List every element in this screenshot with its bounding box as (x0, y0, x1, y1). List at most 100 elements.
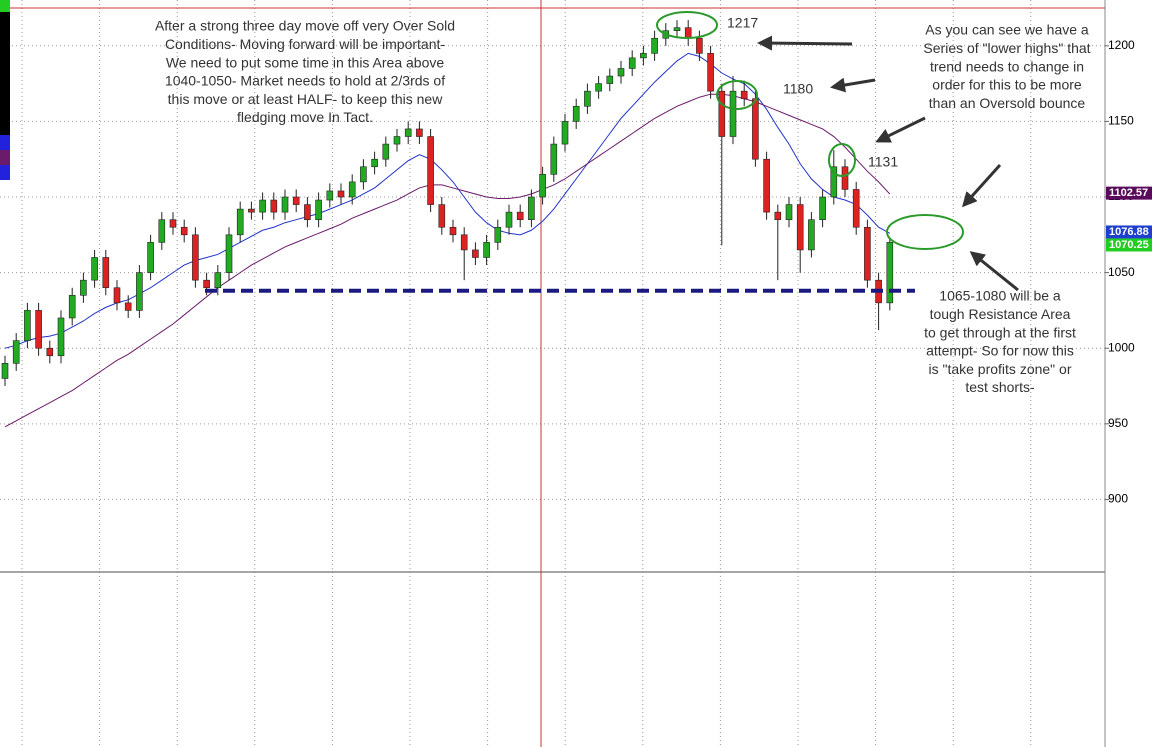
candle-body (864, 226, 871, 281)
candle-body (640, 53, 647, 59)
peak-label: 1180 (783, 81, 813, 97)
candle-body (180, 226, 188, 236)
candle-body (124, 302, 132, 311)
candle-body (617, 68, 625, 77)
arrow (961, 163, 1002, 208)
candle-body (796, 204, 804, 251)
candle-body (35, 310, 42, 349)
candle-body (729, 90, 737, 137)
candle-body (292, 196, 300, 205)
y-tick-label: 950 (1108, 416, 1128, 430)
strip-block (0, 165, 10, 180)
candle-body (24, 310, 31, 341)
price-label: 1102.57 (1109, 187, 1148, 199)
y-tick-label: 900 (1108, 492, 1128, 506)
price-label-box (1106, 225, 1152, 239)
annotation-line: Conditions- Moving forward will be impor… (165, 36, 445, 52)
candle-body (46, 347, 54, 357)
candle-body (192, 234, 199, 281)
candle-body (550, 143, 558, 175)
annotation-line: than an Oversold bounce (929, 95, 1086, 111)
candle-body (1, 363, 9, 379)
candle-body (774, 211, 782, 220)
strip-block (0, 12, 10, 135)
candle-body (326, 190, 334, 201)
annotation-line: trend needs to change in (930, 58, 1084, 74)
candle-body (819, 196, 826, 220)
candle-body (528, 196, 535, 220)
y-tick-label: 1150 (1108, 114, 1134, 128)
candle-body (651, 37, 658, 54)
arrow (969, 251, 1019, 292)
candle-body (360, 166, 367, 183)
annotation-line: fledging move In Tact. (237, 109, 373, 125)
annotation-line: Series of "lower highs" that (923, 40, 1090, 56)
candle-body (214, 272, 222, 289)
ma-line (4, 52, 891, 349)
candle-body (91, 257, 98, 281)
price-label-box (1106, 186, 1152, 200)
candle-body (483, 242, 490, 258)
annotation-line: test shorts- (965, 379, 1035, 395)
annotation-line: We need to put some time in this Area ab… (166, 54, 445, 70)
ellipse (828, 143, 856, 177)
overlay: 900950100010501100115012001102.571076.88… (155, 15, 1152, 506)
ellipse (656, 11, 718, 39)
candle-body (628, 57, 636, 69)
candle-body (136, 272, 143, 311)
arrow (830, 77, 876, 93)
arrow (875, 116, 926, 143)
candle-body (57, 317, 65, 357)
candle-body (460, 234, 468, 251)
candle-body (673, 27, 681, 31)
candle-body (595, 83, 602, 92)
candle-body (68, 294, 76, 319)
candle-body (606, 75, 614, 84)
price-label: 1070.25 (1109, 239, 1149, 251)
candles (1, 20, 894, 428)
candle-body (158, 219, 166, 243)
annotation-line: this move or at least HALF- to keep this… (168, 91, 444, 107)
annotation-line: is "take profits zone" or (928, 361, 1071, 377)
candle-body (841, 166, 849, 190)
annotation-line: 1040-1050- Market needs to hold at 2/3rd… (165, 73, 445, 89)
candle-body (449, 226, 457, 236)
annotation-line: As you can see we have a (925, 22, 1089, 38)
candle-body (337, 190, 345, 198)
candle-body (516, 211, 524, 220)
color-strip (0, 0, 10, 180)
candle-body (427, 136, 434, 205)
annotation-line: attempt- So for now this (926, 343, 1074, 359)
arrow (757, 35, 853, 51)
candle-body (752, 98, 759, 160)
candle-body (494, 226, 502, 243)
arrows (757, 35, 1019, 292)
candle-body (416, 128, 423, 137)
annotation-line: order for this to be more (932, 77, 1082, 93)
candle-body (830, 166, 838, 198)
candle-body (740, 90, 748, 100)
y-tick-label: 1050 (1108, 265, 1135, 279)
strip-block (0, 0, 10, 12)
peak-label: 1131 (868, 154, 898, 170)
candle-body (572, 105, 580, 122)
candle-body (348, 181, 356, 198)
annotation-line: 1065-1080 will be a (939, 288, 1061, 304)
candle-body (12, 340, 20, 364)
candle-body (505, 211, 513, 228)
candle-body (584, 90, 591, 107)
candle-body (852, 189, 860, 228)
candle-body (696, 37, 703, 54)
candle-body (561, 121, 569, 145)
annotation-line: to get through at the first (924, 324, 1076, 340)
candle-body (259, 199, 266, 213)
candle-body (270, 199, 278, 213)
candle-body (393, 136, 401, 145)
candle-body (763, 158, 770, 213)
strip-block (0, 135, 10, 150)
y-tick-label: 1200 (1108, 38, 1135, 52)
highlight-ellipses (656, 11, 964, 250)
price-label-box (1106, 238, 1152, 252)
candle-body (539, 174, 546, 198)
